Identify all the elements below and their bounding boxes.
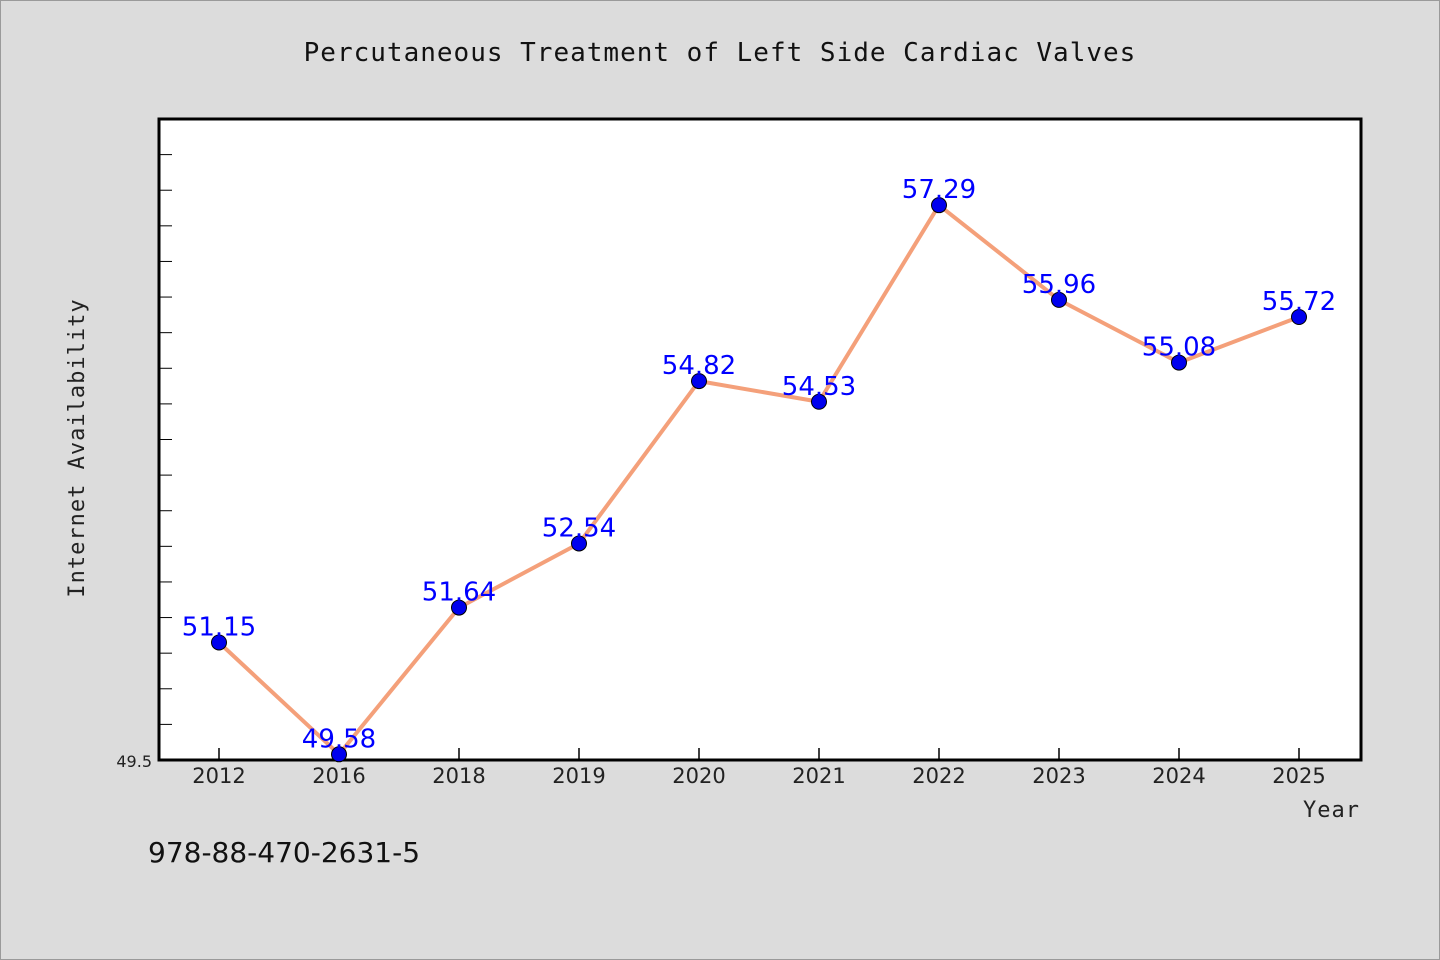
data-label: 51.64	[422, 578, 496, 608]
x-tick-label: 2020	[672, 764, 725, 788]
x-tick-labels: 2012 2016 2018 2019 2020 2021 2022 2023 2024 2025	[192, 764, 1325, 788]
data-labels: 51.15 49.58 51.64 52.54 54.82 54.53 57.29 55.96…	[182, 175, 1336, 754]
data-label: 55.96	[1022, 270, 1096, 300]
data-label: 54.82	[662, 351, 736, 381]
x-tick-label: 2016	[312, 764, 365, 788]
data-label: 55.72	[1262, 287, 1336, 317]
data-point	[331, 746, 347, 763]
data-point	[691, 373, 707, 390]
x-tick-label: 2025	[1272, 764, 1325, 788]
x-tick-label: 2012	[192, 764, 245, 788]
data-label: 57.29	[902, 175, 976, 205]
x-tick-label: 2022	[912, 764, 965, 788]
y-tick-label-min: 49.5	[116, 752, 152, 771]
data-point	[451, 599, 467, 616]
chart-title: Percutaneous Treatment of Left Side Card…	[304, 38, 1137, 68]
data-point	[571, 535, 587, 552]
data-label: 54.53	[782, 372, 856, 402]
x-tick-label: 2023	[1032, 764, 1085, 788]
data-point	[1051, 291, 1067, 308]
data-point	[1291, 308, 1307, 325]
data-point	[1171, 354, 1187, 371]
series-line	[217, 203, 1301, 757]
x-tick-label: 2018	[432, 764, 485, 788]
x-tick-label: 2021	[792, 764, 845, 788]
plot-area	[157, 117, 1363, 762]
data-label: 52.54	[542, 513, 616, 543]
isbn-footer: 978-88-470-2631-5	[148, 836, 420, 869]
data-label: 55.08	[1142, 333, 1216, 363]
data-point	[811, 393, 827, 410]
data-label: 51.15	[182, 612, 256, 642]
data-point	[931, 197, 947, 214]
y-axis-label: Internet Availability	[65, 298, 90, 597]
data-point	[211, 634, 227, 651]
data-label: 49.58	[302, 724, 376, 754]
x-tick-label: 2019	[552, 764, 605, 788]
y-axis-ticks	[159, 118, 172, 761]
x-tick-label: 2024	[1152, 764, 1205, 788]
series-markers	[211, 197, 1307, 763]
x-axis-label: Year	[1303, 798, 1360, 823]
